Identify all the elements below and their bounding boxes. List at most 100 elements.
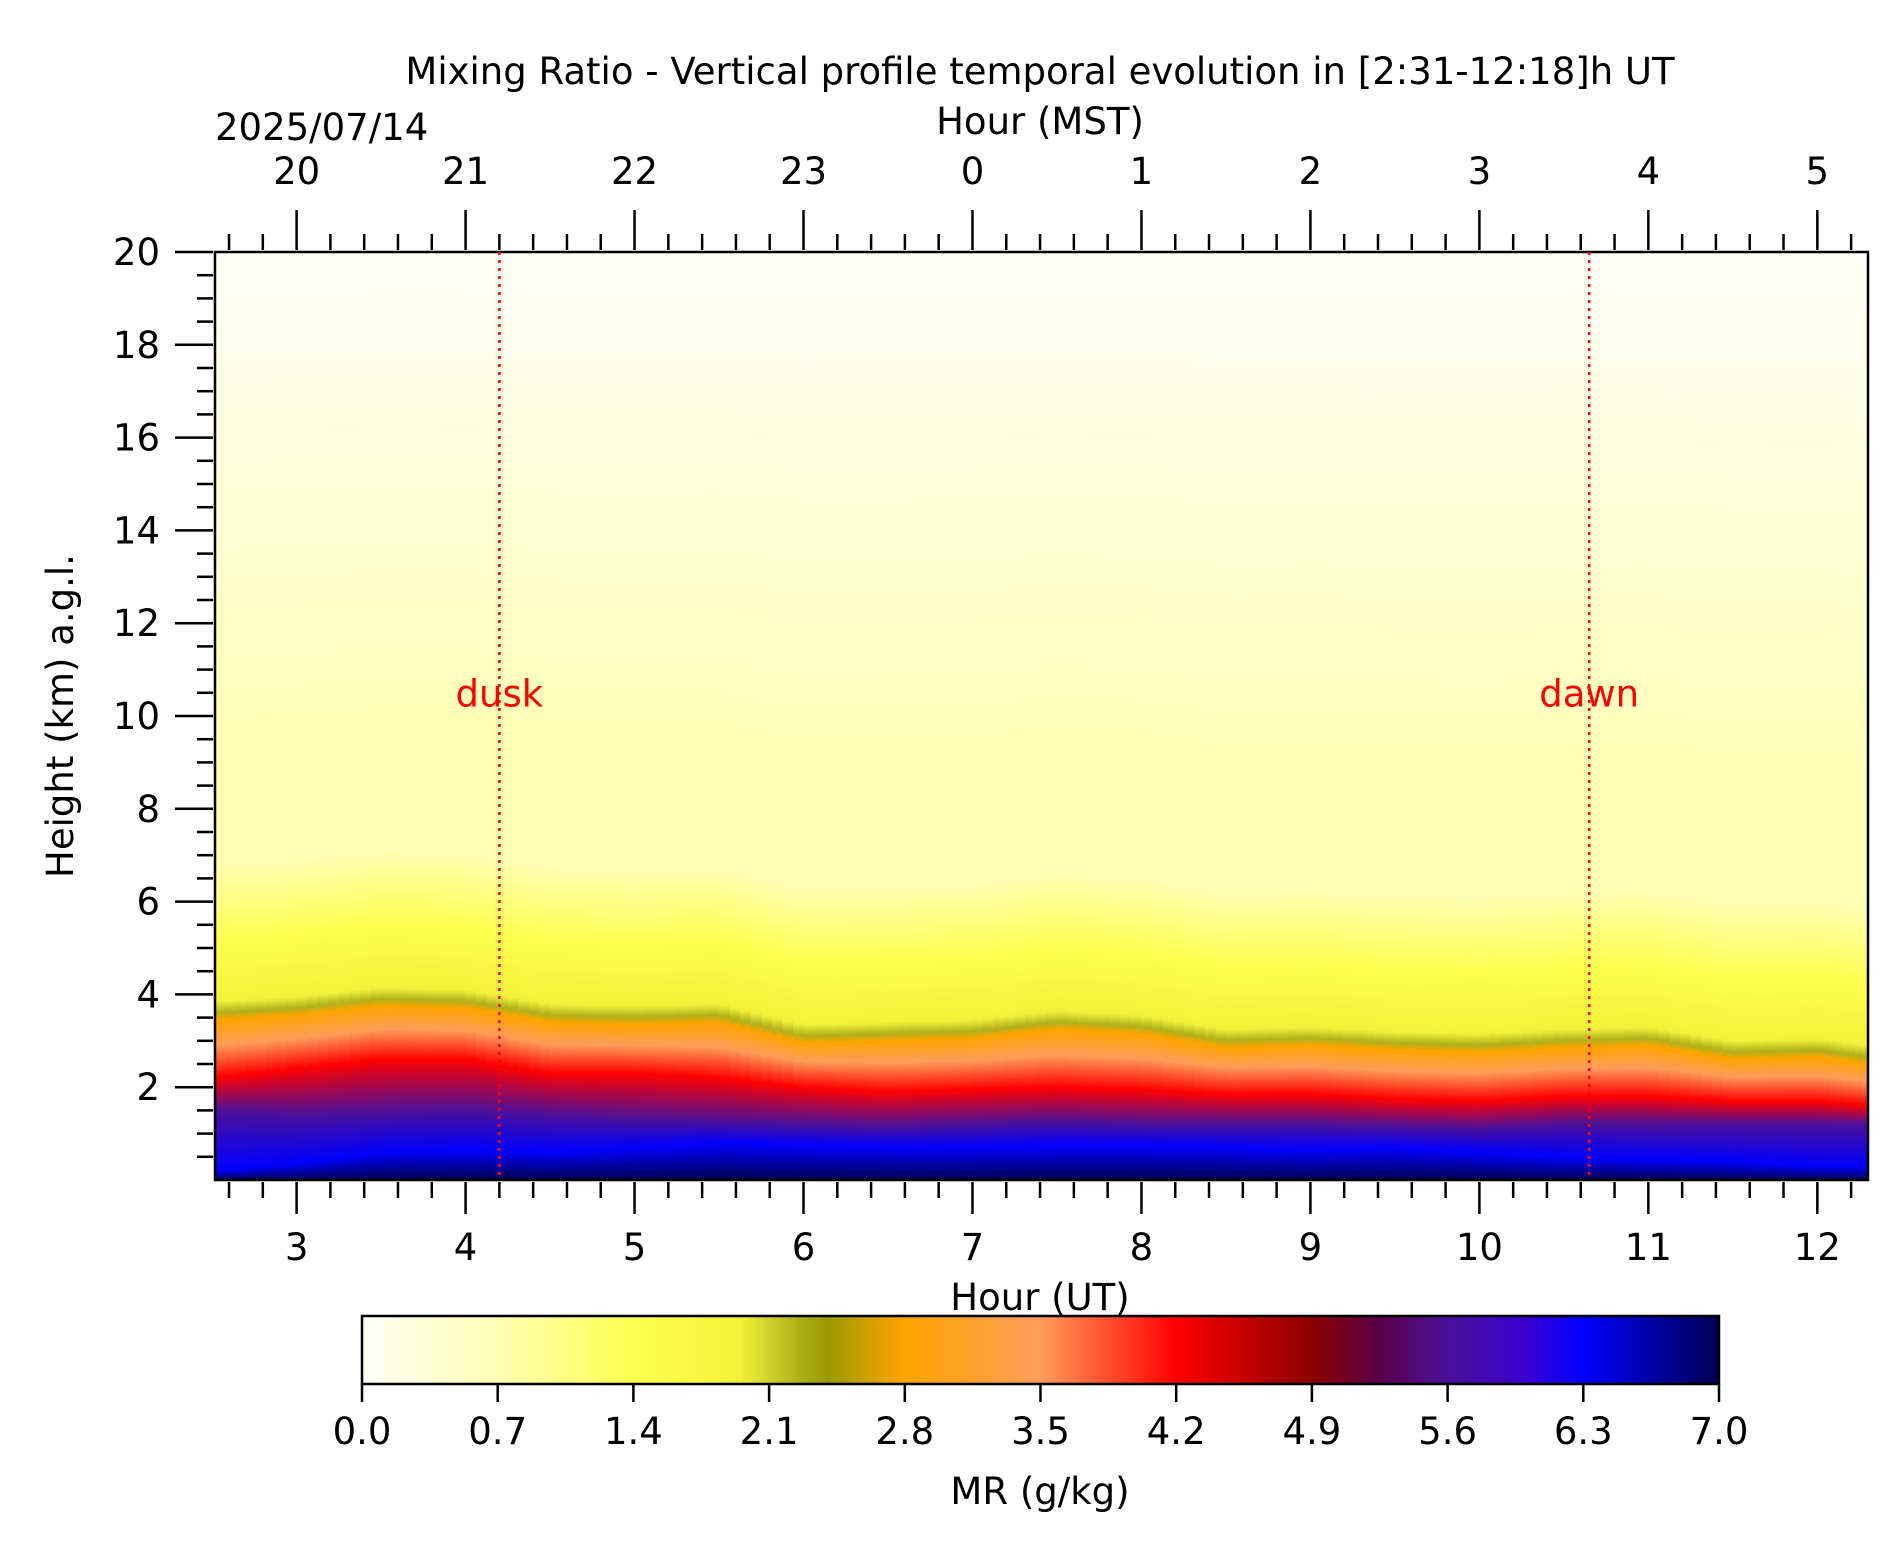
heatmap-column bbox=[983, 252, 995, 1180]
heatmap-column bbox=[338, 252, 351, 1180]
heatmap-column bbox=[1489, 252, 1502, 1180]
heatmap-column bbox=[518, 252, 530, 1180]
heatmap-column bbox=[845, 252, 858, 1180]
chart-title: Mixing Ratio - Vertical profile temporal… bbox=[405, 50, 1675, 93]
heatmap-column bbox=[528, 252, 541, 1180]
heatmap-column bbox=[560, 252, 572, 1180]
heatmap-column bbox=[1331, 252, 1343, 1180]
heatmap-column bbox=[1299, 252, 1312, 1180]
heatmap-column bbox=[402, 252, 414, 1180]
heatmap-column bbox=[1796, 252, 1808, 1180]
x-tick-label: 12 bbox=[1794, 1226, 1841, 1269]
heatmap-column bbox=[1416, 252, 1428, 1180]
heatmap-column bbox=[571, 252, 583, 1180]
x-tick-label: 4 bbox=[454, 1226, 478, 1269]
heatmap-column bbox=[1078, 252, 1090, 1180]
heatmap-column bbox=[1310, 252, 1322, 1180]
x2-tick-label: 0 bbox=[961, 150, 985, 193]
y-tick-label: 12 bbox=[113, 602, 160, 645]
heatmap-column bbox=[1468, 252, 1481, 1180]
colorbar-tick-label: 1.4 bbox=[604, 1410, 663, 1453]
heatmap-column bbox=[328, 252, 340, 1180]
heatmap-column bbox=[1152, 252, 1164, 1180]
heatmap-column bbox=[1437, 252, 1449, 1180]
heatmap-column bbox=[1215, 252, 1227, 1180]
heatmap-column bbox=[235, 252, 247, 1180]
heatmap-column bbox=[1479, 252, 1491, 1180]
heatmap-column bbox=[961, 252, 974, 1180]
heatmap-column bbox=[1785, 252, 1797, 1180]
heatmap-column bbox=[286, 252, 298, 1180]
heatmap-column bbox=[1680, 252, 1692, 1180]
heatmap-column bbox=[750, 252, 763, 1180]
heatmap-column bbox=[225, 252, 237, 1180]
heatmap-column bbox=[1521, 252, 1533, 1180]
y-tick-label: 4 bbox=[136, 973, 160, 1016]
x2-tick-label: 4 bbox=[1637, 150, 1661, 193]
y-tick-label: 16 bbox=[113, 417, 160, 460]
heatmap-column bbox=[602, 252, 615, 1180]
heatmap-column bbox=[1606, 252, 1618, 1180]
annotation-label-dawn: dawn bbox=[1539, 673, 1639, 716]
heatmap-column bbox=[1732, 252, 1745, 1180]
heatmap-column bbox=[296, 252, 308, 1180]
heatmap-column bbox=[317, 252, 330, 1180]
heatmap-column bbox=[1394, 252, 1407, 1180]
heatmap-column bbox=[1637, 252, 1650, 1180]
heatmap-column bbox=[1849, 252, 1857, 1180]
heatmap-column bbox=[423, 252, 435, 1180]
heatmap-column bbox=[1574, 252, 1586, 1180]
heatmap-column bbox=[708, 252, 720, 1180]
heatmap-column bbox=[1057, 252, 1069, 1180]
heatmap-column bbox=[550, 252, 562, 1180]
heatmap-column bbox=[634, 252, 646, 1180]
date-label: 2025/07/14 bbox=[215, 106, 428, 149]
heatmap-column bbox=[1088, 252, 1100, 1180]
heatmap-column bbox=[898, 252, 910, 1180]
colorbar-tick-label: 0.0 bbox=[333, 1410, 392, 1453]
heatmap-column bbox=[877, 252, 889, 1180]
heatmap-column bbox=[1278, 252, 1291, 1180]
heatmap-column bbox=[1658, 252, 1671, 1180]
heatmap-column bbox=[803, 252, 815, 1180]
heatmap-column bbox=[433, 252, 446, 1180]
heatmap-column bbox=[951, 252, 963, 1180]
heatmap-column bbox=[1426, 252, 1438, 1180]
heatmap-column bbox=[1542, 252, 1555, 1180]
x-tick-label: 7 bbox=[961, 1226, 985, 1269]
heatmap-column bbox=[697, 252, 710, 1180]
heatmap-column bbox=[1004, 252, 1016, 1180]
x-tick-label: 8 bbox=[1130, 1226, 1154, 1269]
heatmap-column bbox=[1046, 252, 1058, 1180]
heatmap-column bbox=[1458, 252, 1470, 1180]
heatmap-column bbox=[771, 252, 784, 1180]
colorbar-tick-label: 0.7 bbox=[468, 1410, 527, 1453]
plot-area bbox=[215, 252, 1868, 1180]
y-tick-label: 6 bbox=[136, 881, 160, 924]
heatmap-column bbox=[1236, 252, 1248, 1180]
heatmap-column bbox=[645, 252, 657, 1180]
heatmap-column bbox=[1511, 252, 1523, 1180]
heatmap-column bbox=[497, 252, 509, 1180]
colorbar-tick-label: 2.1 bbox=[740, 1410, 799, 1453]
heatmap-column bbox=[444, 252, 456, 1180]
heatmap-column bbox=[1775, 252, 1787, 1180]
heatmap-column bbox=[613, 252, 625, 1180]
heatmap-column bbox=[1014, 252, 1027, 1180]
heatmap-column bbox=[412, 252, 425, 1180]
heatmap-column bbox=[1352, 252, 1365, 1180]
colorbar-tick-label: 7.0 bbox=[1690, 1410, 1749, 1453]
heatmap-column bbox=[1648, 252, 1660, 1180]
heatmap-column bbox=[245, 252, 257, 1180]
colorbar-ticks: 0.0 0.7 1.4 2.1 2.8 3.5 4.2 4.9 5.6 6.3 7.0 bbox=[333, 1384, 1749, 1453]
colorbar-tick-label: 3.5 bbox=[1011, 1410, 1070, 1453]
heatmap-column bbox=[1616, 252, 1629, 1180]
heatmap-column bbox=[1247, 252, 1259, 1180]
heatmap-column bbox=[276, 252, 288, 1180]
heatmap-column bbox=[1035, 252, 1048, 1180]
heatmap-column bbox=[1855, 252, 1863, 1180]
heatmap-column bbox=[1595, 252, 1607, 1180]
annotation-label-dusk: dusk bbox=[456, 673, 544, 716]
heatmap-column bbox=[719, 252, 731, 1180]
heatmap-column bbox=[1289, 252, 1301, 1180]
